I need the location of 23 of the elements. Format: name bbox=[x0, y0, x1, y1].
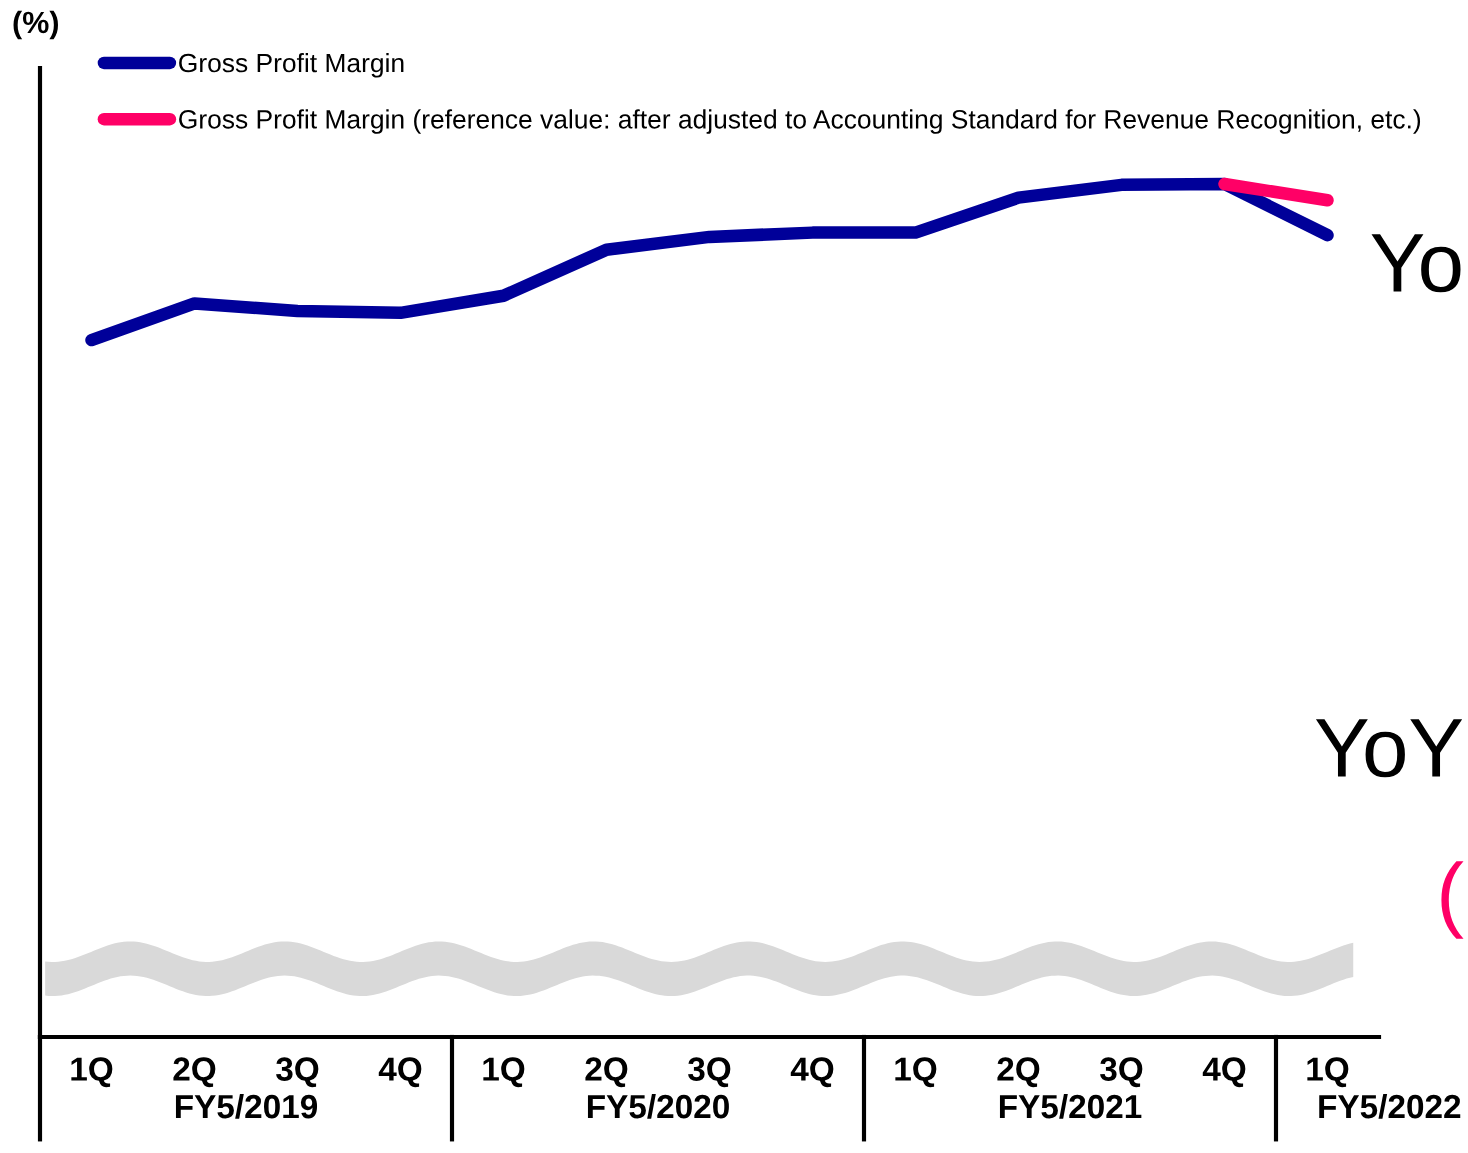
y-axis-title: (%) bbox=[13, 10, 58, 40]
x-tick-label: 2Q bbox=[173, 1057, 216, 1088]
legend-label: Gross Profit Margin (reference value: after adjusted to Accounting Standard for Revenue Recognition, etc.) bbox=[179, 109, 1421, 134]
x-tick-label: 2Q bbox=[997, 1057, 1040, 1088]
x-tick-label: 1Q bbox=[483, 1057, 525, 1088]
x-tick-label: 3Q bbox=[276, 1057, 319, 1088]
text: FY5/2021 bbox=[999, 1093, 1142, 1119]
x-tick-label: 2Q bbox=[585, 1057, 628, 1088]
text: FY5/2022 bbox=[1319, 1093, 1461, 1119]
legend-label: Gross Profit Margin bbox=[179, 52, 404, 78]
x-tick-label: 4Q bbox=[378, 1057, 422, 1088]
x-tick-label: 3Q bbox=[1100, 1057, 1143, 1088]
x-tick-label: 3Q bbox=[688, 1057, 731, 1088]
text: FY5/2020 bbox=[587, 1093, 729, 1119]
x-tick-label: 4Q bbox=[1202, 1057, 1246, 1088]
annotation: YoY bbox=[1315, 719, 1463, 778]
x-tick-label: 1Q bbox=[895, 1057, 937, 1088]
x-tick-label: 1Q bbox=[1307, 1057, 1349, 1088]
x-tick-label: 4Q bbox=[790, 1057, 834, 1088]
text: FY5/2019 bbox=[175, 1093, 318, 1119]
x-tick-label: 1Q bbox=[71, 1057, 113, 1088]
text: ( bbox=[1441, 861, 1464, 939]
annotation: Yo bbox=[1371, 234, 1461, 293]
